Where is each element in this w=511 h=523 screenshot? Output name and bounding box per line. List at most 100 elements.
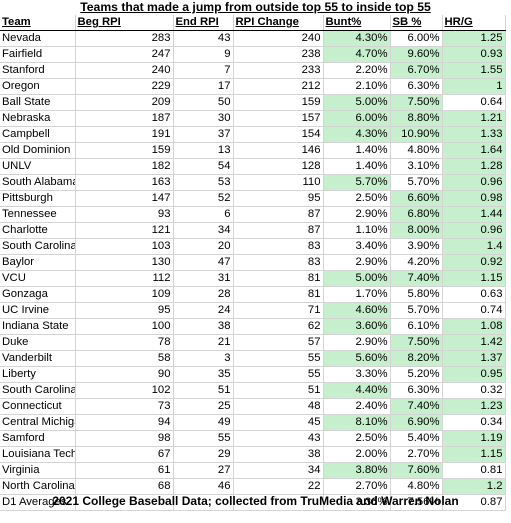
cell-end-rpi: 21 (173, 334, 234, 351)
cell-beg-rpi: 247 (75, 46, 174, 63)
cell-sb-pct: 3.10% (390, 158, 443, 175)
cell-end-rpi: 25 (173, 398, 234, 415)
cell-team: Campbell (0, 126, 76, 143)
cell-end-rpi: 9 (173, 46, 234, 63)
cell-team: Connecticut (0, 398, 76, 415)
cell-bunt-pct: 2.90% (323, 206, 391, 223)
cell-sb-pct: 6.30% (390, 78, 443, 95)
cell-hr-per-game: 1.33 (442, 126, 506, 143)
table-row: Connecticut 73 25 48 2.40% 7.40% 1.23 (0, 398, 506, 415)
cell-rpi-change: 51 (233, 382, 324, 399)
cell-sb-pct: 6.60% (390, 190, 443, 207)
col-header-sb-pct: SB % (390, 15, 443, 31)
cell-team: Samford (0, 430, 76, 447)
table-row: Fairfield 247 9 238 4.70% 9.60% 0.93 (0, 46, 506, 63)
cell-hr-per-game: 0.96 (442, 174, 506, 191)
cell-hr-per-game: 1.42 (442, 334, 506, 351)
cell-beg-rpi: 109 (75, 286, 174, 303)
cell-bunt-pct: 1.10% (323, 222, 391, 239)
cell-hr-per-game: 1.23 (442, 398, 506, 415)
cell-team: Fairfield (0, 46, 76, 63)
cell-beg-rpi: 98 (75, 430, 174, 447)
cell-team: Virginia (0, 462, 76, 479)
averages-empty-cell (233, 494, 324, 511)
cell-rpi-change: 81 (233, 270, 324, 287)
cell-bunt-pct: 3.60% (323, 318, 391, 335)
cell-rpi-change: 55 (233, 366, 324, 383)
averages-label: D1 Averages (0, 494, 76, 511)
col-header-bunt-pct: Bunt% (323, 15, 391, 31)
cell-team: Stanford (0, 62, 76, 79)
cell-rpi-change: 83 (233, 238, 324, 255)
cell-sb-pct: 6.80% (390, 206, 443, 223)
cell-sb-pct: 6.30% (390, 382, 443, 399)
cell-rpi-change: 71 (233, 302, 324, 319)
cell-beg-rpi: 187 (75, 110, 174, 127)
cell-rpi-change: 34 (233, 462, 324, 479)
table-row: Vanderbilt 58 3 55 5.60% 8.20% 1.37 (0, 350, 506, 367)
cell-rpi-change: 87 (233, 206, 324, 223)
cell-beg-rpi: 147 (75, 190, 174, 207)
cell-team: Indiana State (0, 318, 76, 335)
cell-rpi-change: 55 (233, 350, 324, 367)
cell-team: Pittsburgh (0, 190, 76, 207)
cell-rpi-change: 43 (233, 430, 324, 447)
table-row: South Carolina 103 20 83 3.40% 3.90% 1.4 (0, 238, 506, 255)
col-header-team: Team (0, 15, 76, 31)
cell-end-rpi: 3 (173, 350, 234, 367)
cell-beg-rpi: 90 (75, 366, 174, 383)
table-row: Louisiana Tech 67 29 38 2.00% 2.70% 1.15 (0, 446, 506, 463)
cell-beg-rpi: 102 (75, 382, 174, 399)
cell-rpi-change: 233 (233, 62, 324, 79)
cell-end-rpi: 27 (173, 462, 234, 479)
cell-rpi-change: 240 (233, 30, 324, 47)
cell-beg-rpi: 61 (75, 462, 174, 479)
cell-rpi-change: 45 (233, 414, 324, 431)
col-header-beg-rpi: Beg RPI (75, 15, 174, 31)
cell-sb-pct: 4.20% (390, 254, 443, 271)
table-body: Nevada 283 43 240 4.30% 6.00% 1.25 Fairfield 247… (0, 30, 506, 495)
cell-hr-per-game: 0.95 (442, 366, 506, 383)
table-row: South Alabama 163 53 110 5.70% 5.70% 0.96 (0, 174, 506, 191)
cell-end-rpi: 24 (173, 302, 234, 319)
cell-beg-rpi: 191 (75, 126, 174, 143)
cell-bunt-pct: 1.40% (323, 142, 391, 159)
cell-end-rpi: 31 (173, 270, 234, 287)
cell-team: Old Dominion (0, 142, 76, 159)
cell-team: Duke (0, 334, 76, 351)
cell-rpi-change: 57 (233, 334, 324, 351)
table-row: Central Michigan9449458.10%6.90%0.34 (0, 414, 506, 431)
cell-end-rpi: 13 (173, 142, 234, 159)
cell-bunt-pct: 4.30% (323, 30, 391, 47)
cell-hr-per-game: 0.98 (442, 190, 506, 207)
cell-hr-per-game: 0.92 (442, 254, 506, 271)
cell-team: Oregon (0, 78, 76, 95)
cell-hr-per-game: 0.93 (442, 46, 506, 63)
table-row: UNLV 182 54 128 1.40% 3.10% 1.28 (0, 158, 506, 175)
cell-bunt-pct: 2.90% (323, 254, 391, 271)
source-footer: 2021 College Baseball Data; collected fr… (52, 494, 459, 508)
cell-end-rpi: 54 (173, 158, 234, 175)
cell-end-rpi: 50 (173, 94, 234, 111)
cell-sb-pct: 6.00% (390, 30, 443, 47)
cell-hr-per-game: 0.63 (442, 286, 506, 303)
cell-end-rpi: 30 (173, 110, 234, 127)
cell-team: South Carolina (0, 238, 76, 255)
cell-hr-per-game: 1.21 (442, 110, 506, 127)
cell-beg-rpi: 283 (75, 30, 174, 47)
cell-beg-rpi: 121 (75, 222, 174, 239)
table-row: Indiana State 100 38 62 3.60% 6.10% 1.08 (0, 318, 506, 335)
table-row: Gonzaga 109 28 81 1.70% 5.80% 0.63 (0, 286, 506, 303)
col-header-hr-per-game: HR/G (442, 15, 506, 31)
cell-hr-per-game: 0.32 (442, 382, 506, 399)
cell-bunt-pct: 3.30% (323, 366, 391, 383)
cell-hr-per-game: 1 (442, 78, 506, 95)
cell-team: VCU (0, 270, 76, 287)
cell-end-rpi: 52 (173, 190, 234, 207)
col-header-end-rpi: End RPI (173, 15, 234, 31)
cell-rpi-change: 110 (233, 174, 324, 191)
cell-rpi-change: 87 (233, 222, 324, 239)
table-row: Stanford 240 7 233 2.20% 6.70% 1.55 (0, 62, 506, 79)
cell-hr-per-game: 1.25 (442, 30, 506, 47)
